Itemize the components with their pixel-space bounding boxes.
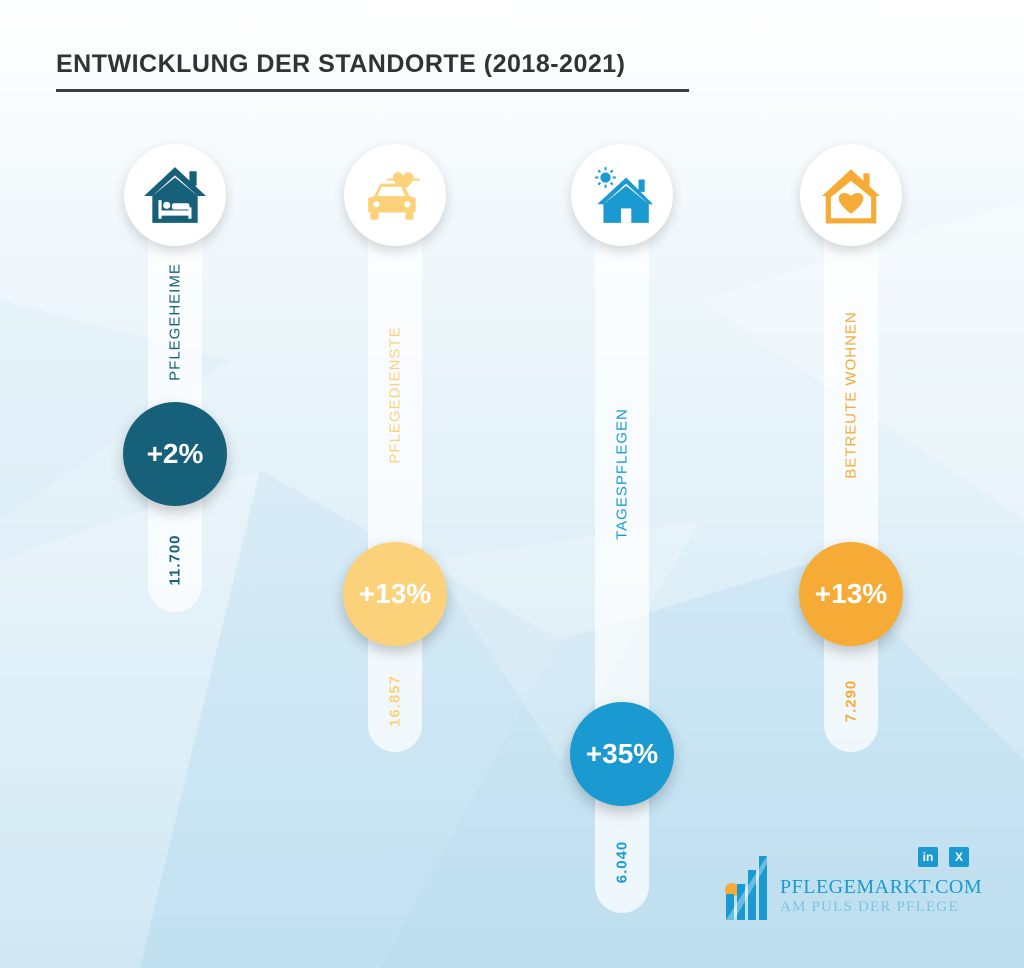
change-badge: +13% xyxy=(799,542,903,646)
value-track xyxy=(595,200,649,913)
category-label: TAGESPFLEGEN xyxy=(613,408,631,540)
change-badge: +13% xyxy=(343,542,447,646)
xing-icon[interactable]: X xyxy=(949,847,969,867)
category-label: PFLEGEHEIME xyxy=(166,263,184,381)
linkedin-icon[interactable]: in xyxy=(918,847,938,867)
column-tagespflegen: TAGESPFLEGEN +35% 6.040 xyxy=(562,0,682,968)
brand-name: PFLEGEMARKT.COM xyxy=(780,876,983,898)
change-badge: +2% xyxy=(123,402,227,506)
nursing-home-bed-icon xyxy=(144,167,206,223)
column-pflegeheime: PFLEGEHEIME +2% 11.700 xyxy=(115,0,235,968)
pflegemarkt-logo-icon xyxy=(725,856,767,920)
value-label: 16.857 xyxy=(386,675,404,727)
icon-badge xyxy=(571,144,673,246)
brand-logo: in X PFLEGEMARKT.COM AM PULS DER PFLEGE xyxy=(722,842,982,922)
house-heart-icon xyxy=(822,169,880,224)
value-label: 7.290 xyxy=(842,679,860,723)
category-label: BETREUTE WOHNEN xyxy=(842,311,860,479)
icon-badge xyxy=(344,144,446,246)
brand-tagline: AM PULS DER PFLEGE xyxy=(780,899,959,915)
value-label: 6.040 xyxy=(613,840,631,884)
icon-badge xyxy=(124,144,226,246)
care-car-heartbeat-icon xyxy=(368,170,420,220)
column-pflegedienste: PFLEGEDIENSTE +13% 16.857 xyxy=(335,0,455,968)
column-betreute-wohnen: BETREUTE WOHNEN +13% 7.290 xyxy=(791,0,911,968)
icon-badge xyxy=(800,144,902,246)
title-underline xyxy=(56,89,689,92)
category-label: PFLEGEDIENSTE xyxy=(386,326,404,464)
value-track xyxy=(824,200,878,752)
value-label: 11.700 xyxy=(166,534,184,586)
house-sun-icon xyxy=(595,167,653,223)
page-title: ENTWICKLUNG DER STANDORTE (2018-2021) xyxy=(56,50,626,78)
value-track xyxy=(368,200,422,752)
change-badge: +35% xyxy=(570,702,674,806)
